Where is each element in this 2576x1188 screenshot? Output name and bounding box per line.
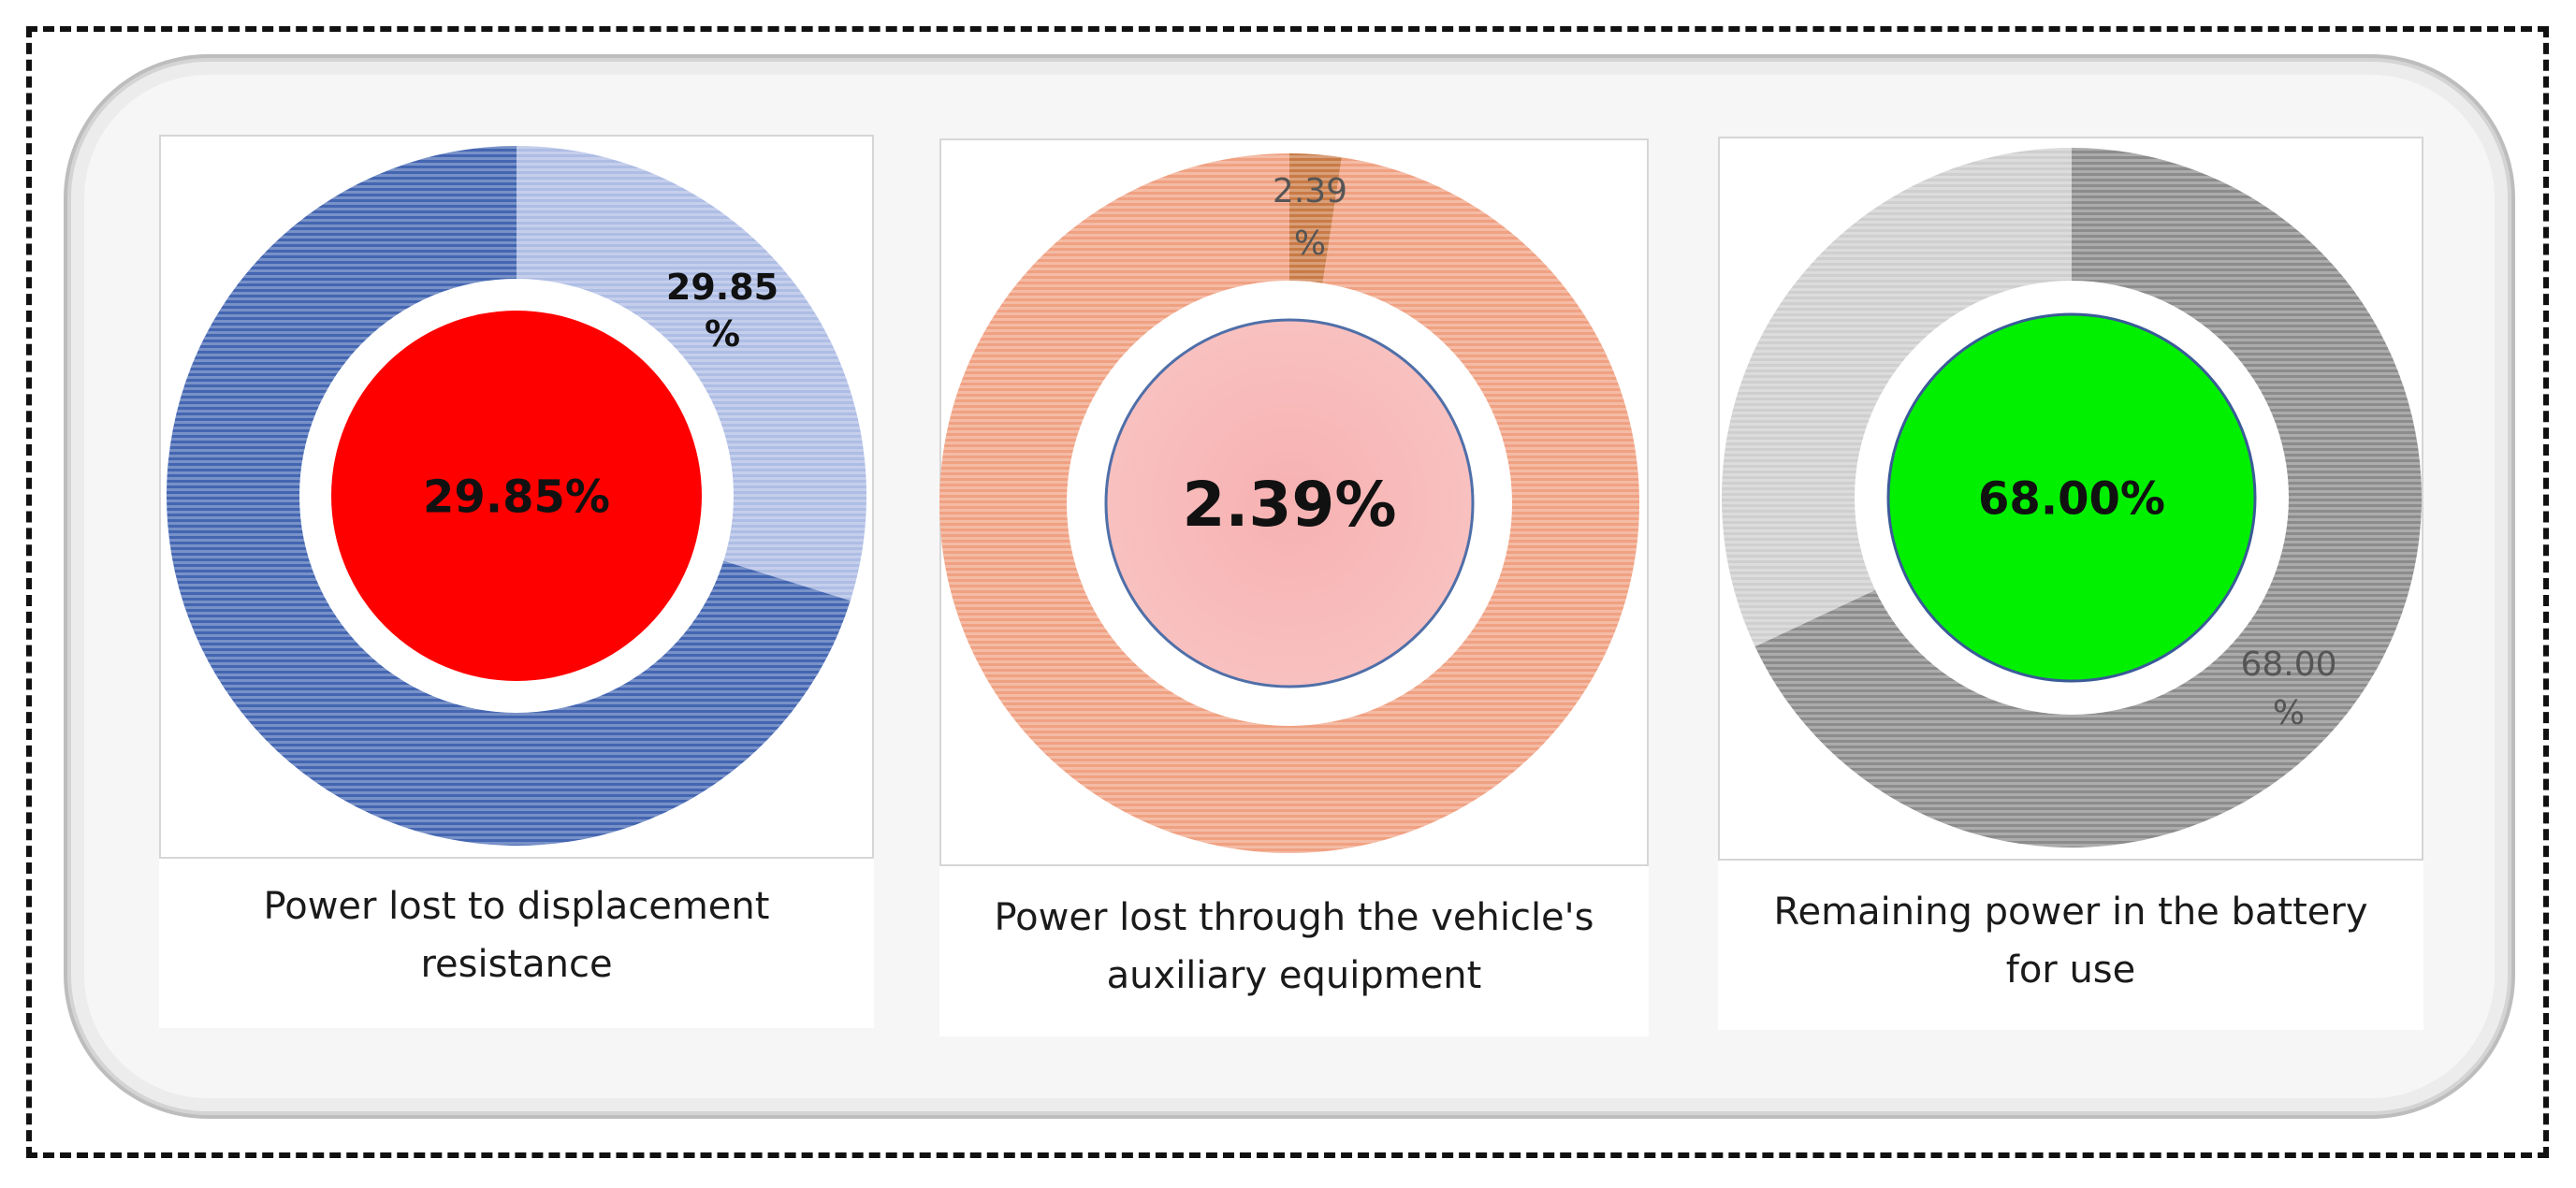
caption-line-1: Remaining power in the battery xyxy=(1773,891,2368,934)
dashed-border xyxy=(26,26,2549,1158)
chart-card-battery: 68.00% 68.00% Remaining power in the batt… xyxy=(1718,137,2423,1030)
center-disc xyxy=(1104,318,1475,688)
caption-line-1: Power lost to displacement xyxy=(263,885,770,928)
donut-chart-battery: 68.00% 68.00% xyxy=(1722,148,2422,848)
center-value-label: 2.39% xyxy=(1183,469,1397,541)
chart-caption: Remaining power in the battery for use xyxy=(1718,883,2423,999)
donut-chart-auxiliary: 2.39% 2.39% xyxy=(939,153,1639,853)
center-value-label: 29.85% xyxy=(423,471,610,523)
slice-data-label: 68.00% xyxy=(2240,645,2336,732)
chart-card-auxiliary: 2.39% 2.39% Power lost through the vehicl… xyxy=(939,138,1649,1036)
caption-line-2: auxiliary equipment xyxy=(1106,954,1482,997)
chart-caption: Power lost through the vehicle's auxilia… xyxy=(939,889,1649,1005)
caption-line-2: for use xyxy=(2005,949,2136,992)
chart-card-displacement: 29.85% 29.85% Power lost to displacement … xyxy=(159,135,874,1028)
slice-data-label: 2.39% xyxy=(1273,172,1347,263)
slice-data-label: 29.85% xyxy=(666,267,779,355)
center-disc xyxy=(331,311,702,681)
donut-chart-displacement: 29.85% 29.85% xyxy=(167,146,866,846)
center-disc xyxy=(1886,312,2257,683)
chart-caption: Power lost to displacement resistance xyxy=(159,877,874,993)
caption-line-1: Power lost through the vehicle's xyxy=(994,896,1594,939)
caption-line-2: resistance xyxy=(420,943,613,986)
center-value-label: 68.00% xyxy=(1978,472,2165,525)
